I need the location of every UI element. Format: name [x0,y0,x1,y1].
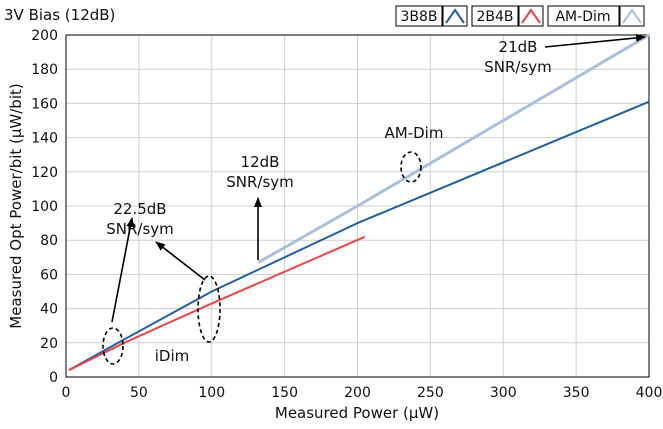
annotation-am-dim-label: AM-Dim [385,124,444,142]
plot-frame [65,34,650,378]
x-tick-label: 100 [198,385,225,401]
legend-item-2b4b: 2B4B [471,5,544,27]
legend-item-3b8b: 3B8B [395,5,468,27]
annotation-21db-arrow [544,33,646,48]
legend-label-2b4b: 2B4B [476,9,513,25]
y-tick-label: 100 [31,199,58,215]
22-5db-ellipse-left [102,327,124,365]
annotation-12db-line2: SNR/sym [226,173,294,191]
x-tick-label: 250 [417,385,444,401]
series-lines [68,33,650,372]
legend-swatch-am-dim [622,8,642,24]
x-tick-label: 50 [130,385,148,401]
y-tick-label: 160 [31,96,58,112]
annotation-21db: 21dB SNR/sym [484,33,646,76]
series-line-3b8b [68,100,650,372]
legend-label-3b8b: 3B8B [400,9,437,25]
legend-swatch-3b8b [445,8,465,24]
y-tick-label: 60 [40,267,58,283]
y-tick-label: 40 [40,302,58,318]
x-tick-label: 150 [271,385,298,401]
annotation-12db-line1: 12dB [241,153,280,171]
annotation-22-5db-line1: 22.5dB [113,200,166,218]
x-tick-label: 350 [563,385,590,401]
am-dim-ellipse [400,151,422,183]
x-tick-label: 0 [62,385,71,401]
y-tick-label: 0 [49,370,58,386]
x-tick-label: 300 [490,385,517,401]
y-axis-label: Measured Opt Power/bit (μW/bit) [7,83,25,328]
annotation-22-5db-line2: SNR/sym [106,220,174,238]
x-tick-label: 200 [344,385,371,401]
y-tick-label: 180 [31,62,58,78]
x-tick-labels: 0 50 100 150 200 250 300 350 400 [62,385,663,401]
x-axis-label: Measured Power (μW) [275,404,439,422]
annotation-22-5db-arrow-right [155,241,206,281]
annotation-12db: 12dB SNR/sym [226,153,294,260]
y-tick-label: 200 [31,28,58,44]
legend-label-am-dim: AM-Dim [555,9,610,25]
series-line-2b4b [68,235,366,372]
y-tick-label: 20 [40,336,58,352]
annotation-22-5db-arrow-left [111,217,135,323]
series-line-am-dim [257,33,650,264]
y-tick-label: 80 [40,233,58,249]
annotation-21db-line2: SNR/sym [484,58,552,76]
y-tick-label: 120 [31,165,58,181]
annotation-am-dim: AM-Dim [385,124,444,183]
y-tick-labels: 0 20 40 60 80 100 120 140 160 180 200 [31,28,58,386]
legend: 3B8B 2B4B AM-Dim [395,5,645,27]
y-tick-label: 140 [31,131,58,147]
annotation-22-5db: 22.5dB SNR/sym [102,200,221,365]
annotation-idim: iDim [155,347,190,365]
chart-title: 3V Bias (12dB) [4,6,115,24]
annotation-21db-line1: 21dB [499,38,538,56]
22-5db-ellipse-right [197,275,221,343]
x-tick-label: 400 [636,385,663,401]
legend-item-am-dim: AM-Dim [547,5,645,27]
legend-swatch-2b4b [521,8,541,24]
